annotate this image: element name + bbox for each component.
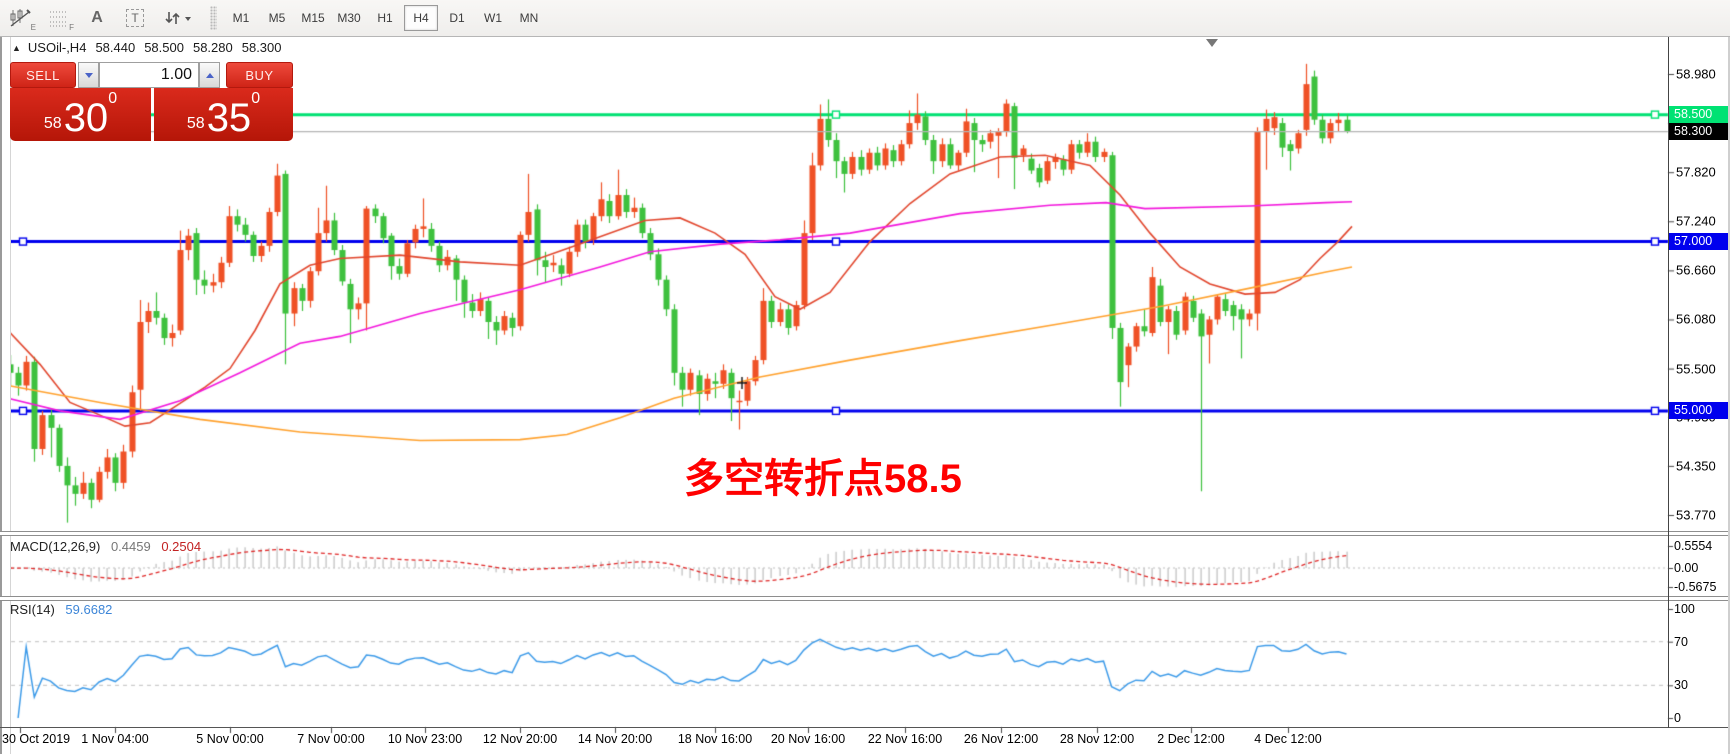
- style-icon-sub: E: [30, 23, 36, 32]
- grid-icon[interactable]: F: [42, 4, 76, 32]
- macd-panel-separator[interactable]: [0, 531, 1730, 536]
- buy-price-display[interactable]: 58 35 0: [154, 88, 293, 141]
- x-axis-label: 2 Dec 12:00: [1157, 732, 1225, 746]
- toolbar: E F A T M1 M5 M15 M30 H1 H4 D1 W1 MN: [0, 0, 1730, 37]
- buy-price-sup: 0: [251, 90, 261, 107]
- macd-main-value: 0.4459: [110, 539, 151, 554]
- timeframe-bar: M1 M5 M15 M30 H1 H4 D1 W1 MN: [223, 5, 547, 31]
- chevron-down-icon: [84, 72, 93, 78]
- x-axis-label: 10 Nov 23:00: [387, 732, 463, 746]
- chart-shift-marker[interactable]: [1206, 39, 1218, 47]
- sell-price-head: 58: [43, 115, 62, 132]
- x-axis-label: 7 Nov 00:00: [297, 732, 365, 746]
- x-axis-label: 30 Oct 2019: [2, 732, 71, 746]
- volume-decrease-button[interactable]: [78, 62, 99, 88]
- x-axis-label: 26 Nov 12:00: [963, 732, 1039, 746]
- price-tag: 58.300: [1669, 123, 1728, 141]
- x-axis-label: 18 Nov 16:00: [677, 732, 753, 746]
- timeframe-m30[interactable]: M30: [337, 11, 361, 25]
- x-axis-label: 5 Nov 00:00: [196, 732, 264, 746]
- collapse-trade-panel-icon[interactable]: ▲: [12, 42, 21, 53]
- y-axis-tick: 55.500: [1676, 361, 1716, 377]
- x-axis-label: 20 Nov 16:00: [770, 732, 846, 746]
- volume-input[interactable]: 1.00: [99, 62, 199, 88]
- price-axis-border: [1668, 37, 1669, 728]
- price-tag: 55.000: [1669, 402, 1728, 420]
- buy-button[interactable]: BUY: [226, 62, 293, 88]
- price-tag: 58.500: [1669, 106, 1728, 124]
- text-label-icon[interactable]: A: [91, 9, 103, 26]
- timeframe-d1[interactable]: D1: [449, 11, 465, 25]
- timeframe-w1[interactable]: W1: [484, 11, 502, 25]
- chart-style-icon[interactable]: E: [4, 4, 38, 32]
- rsi-axis-tick: 0: [1674, 711, 1681, 725]
- macd-axis-tick: -0.5675: [1674, 580, 1717, 594]
- chart-left-border: [0, 36, 11, 754]
- y-axis-tick: 58.980: [1676, 66, 1716, 82]
- rsi-axis-tick: 70: [1674, 634, 1688, 649]
- y-axis-tick: 57.820: [1676, 164, 1716, 180]
- chevron-up-icon: [205, 72, 214, 78]
- y-axis-tick: 54.350: [1676, 458, 1716, 474]
- ohlc-high: 58.500: [144, 40, 184, 55]
- macd-axis-tick: 0.00: [1674, 561, 1699, 575]
- rsi-axis-tick: 30: [1674, 678, 1688, 693]
- macd-name: MACD(12,26,9): [10, 539, 101, 554]
- symbol-header: ▲ USOil-,H4 58.440 58.500 58.280 58.300: [12, 40, 282, 55]
- macd-axis-tick: 0.5554: [1674, 539, 1713, 553]
- price-tag: 57.000: [1669, 233, 1728, 251]
- timeframe-mn[interactable]: MN: [519, 11, 539, 25]
- ohlc-low: 58.280: [192, 40, 233, 55]
- textbox-icon[interactable]: T: [118, 4, 152, 32]
- arrange-windows-icon[interactable]: [156, 4, 200, 32]
- grid-icon-sub: F: [69, 23, 74, 32]
- timeframe-m1[interactable]: M1: [232, 11, 250, 25]
- x-axis-label: 1 Nov 04:00: [81, 732, 149, 746]
- x-axis-label: 14 Nov 20:00: [577, 732, 653, 746]
- window-right-edge: [1728, 36, 1730, 754]
- sell-price-sup: 0: [108, 90, 118, 107]
- macd-signal-value: 0.2504: [161, 539, 202, 554]
- x-axis-label: 28 Nov 12:00: [1059, 732, 1135, 746]
- rsi-panel-separator[interactable]: [0, 596, 1730, 601]
- buy-price-big: 35: [206, 96, 252, 140]
- rsi-value: 59.6682: [65, 602, 113, 617]
- rsi-name: RSI(14): [10, 602, 55, 617]
- ohlc-close: 58.300: [241, 40, 282, 55]
- timeframe-h1[interactable]: H1: [377, 11, 393, 25]
- sell-price-display[interactable]: 58 30 0: [10, 88, 151, 141]
- rsi-axis-tick: 100: [1674, 602, 1695, 616]
- y-axis-tick: 57.240: [1676, 213, 1716, 229]
- one-click-trading-panel: SELL 1.00 BUY 58 30 0 58 35 0: [10, 62, 293, 141]
- x-axis-label: 12 Nov 20:00: [482, 732, 558, 746]
- y-axis-tick: 56.660: [1676, 262, 1716, 278]
- toolbar-grip[interactable]: [210, 6, 217, 30]
- chart-text-annotation[interactable]: 多空转折点58.5: [684, 457, 962, 501]
- buy-price-head: 58: [186, 115, 205, 132]
- y-axis-tick: 56.080: [1676, 311, 1716, 327]
- timeframe-m15[interactable]: M15: [301, 11, 325, 25]
- timeframe-m5[interactable]: M5: [268, 11, 286, 25]
- symbol-name: USOil-,H4: [27, 40, 87, 55]
- timeframe-h4[interactable]: H4: [404, 5, 438, 31]
- x-axis-label: 22 Nov 16:00: [867, 732, 943, 746]
- ohlc-open: 58.440: [95, 40, 136, 55]
- volume-increase-button[interactable]: [199, 62, 220, 88]
- time-axis-border: [0, 727, 1730, 728]
- y-axis-tick: 53.770: [1676, 507, 1716, 523]
- rsi-indicator-label: RSI(14) 59.6682: [10, 602, 112, 617]
- sell-price-big: 30: [63, 96, 109, 140]
- sell-button[interactable]: SELL: [10, 62, 76, 88]
- x-axis-label: 4 Dec 12:00: [1254, 732, 1322, 746]
- macd-indicator-label: MACD(12,26,9) 0.4459 0.2504: [10, 539, 201, 554]
